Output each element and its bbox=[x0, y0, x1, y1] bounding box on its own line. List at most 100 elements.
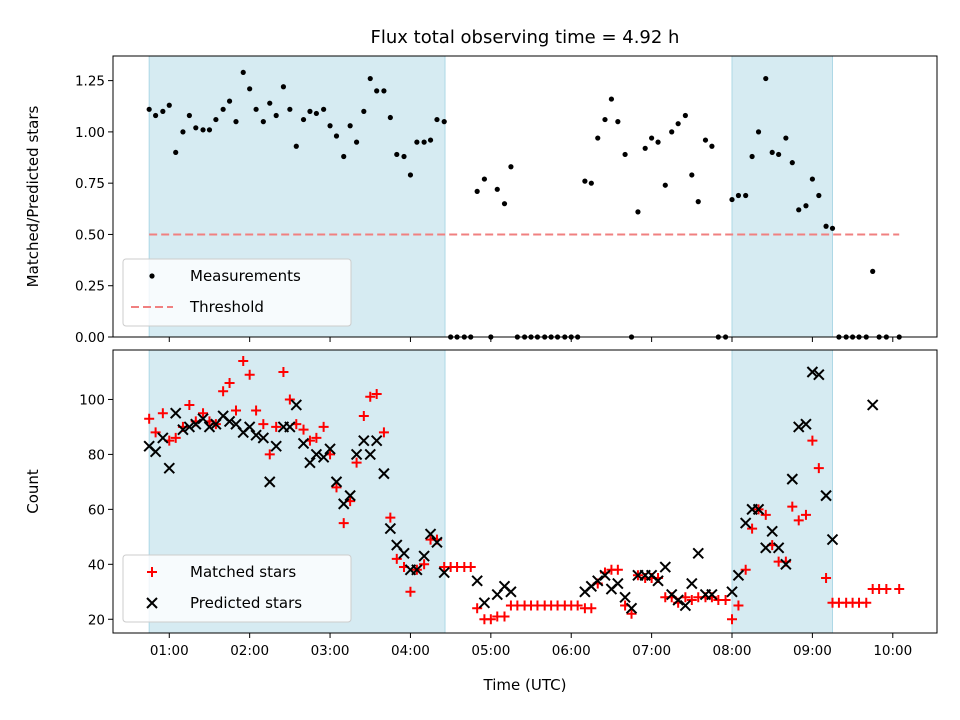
predicted-star-point bbox=[284, 421, 296, 433]
legend-label: Matched stars bbox=[190, 563, 296, 581]
measurement-point bbox=[300, 116, 307, 123]
predicted-star-point bbox=[384, 522, 397, 535]
predicted-star-point bbox=[203, 421, 216, 433]
measurement-point bbox=[615, 119, 621, 125]
measurement-point bbox=[226, 98, 233, 104]
measurement-point bbox=[280, 84, 287, 90]
measurement-point bbox=[173, 149, 179, 156]
y-tick-label: 80 bbox=[88, 447, 105, 463]
y-tick-label: 0.75 bbox=[75, 176, 105, 192]
measurement-point bbox=[474, 188, 480, 194]
matched-star-point bbox=[264, 449, 275, 460]
predicted-star-point bbox=[766, 525, 778, 538]
measurement-point bbox=[829, 225, 836, 231]
measurement-point bbox=[427, 137, 434, 143]
legend-box bbox=[122, 258, 352, 327]
matched-star-point bbox=[371, 388, 382, 399]
predicted-star-point bbox=[169, 407, 182, 419]
predicted-star-point bbox=[183, 421, 196, 433]
x-tick-label: 07:00 bbox=[632, 643, 671, 659]
predicted-star-point bbox=[739, 517, 752, 529]
y-tick-label: 0.00 bbox=[75, 330, 105, 346]
measurement-point bbox=[796, 207, 802, 213]
matched-star-point bbox=[881, 584, 892, 595]
measurement-point bbox=[267, 100, 273, 106]
measurement-point bbox=[602, 116, 608, 123]
measurement-point bbox=[247, 86, 253, 92]
predicted-star-point bbox=[344, 489, 356, 502]
matched-star-point bbox=[385, 512, 396, 523]
predicted-star-point bbox=[619, 591, 631, 603]
predicted-star-point bbox=[223, 415, 236, 428]
predicted-star-point bbox=[625, 602, 638, 614]
predicted-star-point bbox=[304, 456, 316, 469]
predicted-star-point bbox=[786, 473, 799, 485]
measurement-point bbox=[180, 129, 186, 135]
y-tick-label: 0.25 bbox=[75, 279, 105, 295]
matched-star-point bbox=[157, 408, 168, 419]
measurement-point bbox=[153, 112, 159, 119]
measurement-point bbox=[293, 143, 299, 149]
measurement-point bbox=[401, 153, 407, 160]
measurement-point bbox=[333, 133, 340, 139]
matched-star-point bbox=[740, 564, 751, 575]
chart-title: Flux total observing time = 4.92 h bbox=[371, 27, 680, 48]
matched-star-point bbox=[150, 427, 161, 438]
x-tick-label: 06:00 bbox=[552, 643, 591, 659]
predicted-star-point bbox=[652, 575, 664, 587]
matched-star-point bbox=[894, 584, 905, 595]
measurement-point bbox=[642, 145, 648, 151]
matched-star-point bbox=[813, 463, 824, 474]
predicted-star-point bbox=[324, 443, 336, 455]
matched-star-point bbox=[184, 399, 195, 410]
predicted-star-point bbox=[257, 432, 270, 444]
predicted-star-point bbox=[270, 440, 282, 452]
predicted-star-point bbox=[317, 451, 330, 463]
measurement-point bbox=[649, 135, 655, 141]
x-tick-label: 04:00 bbox=[391, 643, 430, 659]
x-tick-label: 08:00 bbox=[713, 643, 752, 659]
matched-star-point bbox=[626, 608, 637, 619]
matched-star-point bbox=[747, 523, 758, 534]
predicted-star-point bbox=[398, 547, 410, 560]
matched-star-point bbox=[800, 509, 811, 520]
predicted-star-point bbox=[793, 421, 805, 433]
predicted-star-point bbox=[378, 467, 390, 480]
predicted-star-point bbox=[706, 588, 718, 601]
measurement-point bbox=[635, 209, 641, 215]
matched-star-point bbox=[727, 614, 738, 625]
x-axis-label: Time (UTC) bbox=[483, 676, 567, 694]
measurement-point bbox=[394, 151, 400, 158]
measurement-point bbox=[347, 123, 353, 129]
matched-star-point bbox=[278, 366, 289, 377]
matched-star-point bbox=[787, 501, 798, 512]
predicted-star-point bbox=[679, 599, 692, 612]
ratio-panel: 0.00 0.25 0.50 0.75 1.00 1.25 Matched/Predicte… bbox=[24, 55, 938, 346]
measurement-point bbox=[146, 106, 152, 112]
matched-star-point bbox=[318, 421, 329, 432]
measurement-point bbox=[803, 203, 809, 209]
y-tick-label: 1.25 bbox=[75, 74, 105, 90]
predicted-star-point bbox=[177, 423, 189, 436]
measurement-point bbox=[434, 116, 440, 123]
measurement-point bbox=[870, 268, 876, 274]
y-tick-label: 0.50 bbox=[75, 227, 105, 243]
measurement-point bbox=[749, 153, 755, 160]
matched-star-point bbox=[821, 573, 832, 584]
y-tick-label: 40 bbox=[88, 557, 105, 573]
measurement-point bbox=[287, 106, 293, 112]
measurement-point bbox=[662, 182, 668, 188]
matched-star-point bbox=[572, 600, 583, 611]
predicted-star-point bbox=[612, 577, 624, 590]
matched-star-point bbox=[311, 432, 322, 443]
predicted-star-point bbox=[424, 528, 437, 540]
measurement-point bbox=[675, 121, 681, 127]
measurement-point bbox=[233, 119, 239, 125]
matched-star-point bbox=[586, 603, 597, 614]
matched-star-point bbox=[760, 509, 771, 520]
legend-predicted-marker bbox=[146, 597, 158, 609]
predicted-star-point bbox=[659, 561, 671, 573]
axes-frame bbox=[112, 55, 938, 338]
count-panel: 20 40 60 80 100 01:00 02:00 03:00 04:00 05:00 06:0… bbox=[24, 349, 938, 659]
